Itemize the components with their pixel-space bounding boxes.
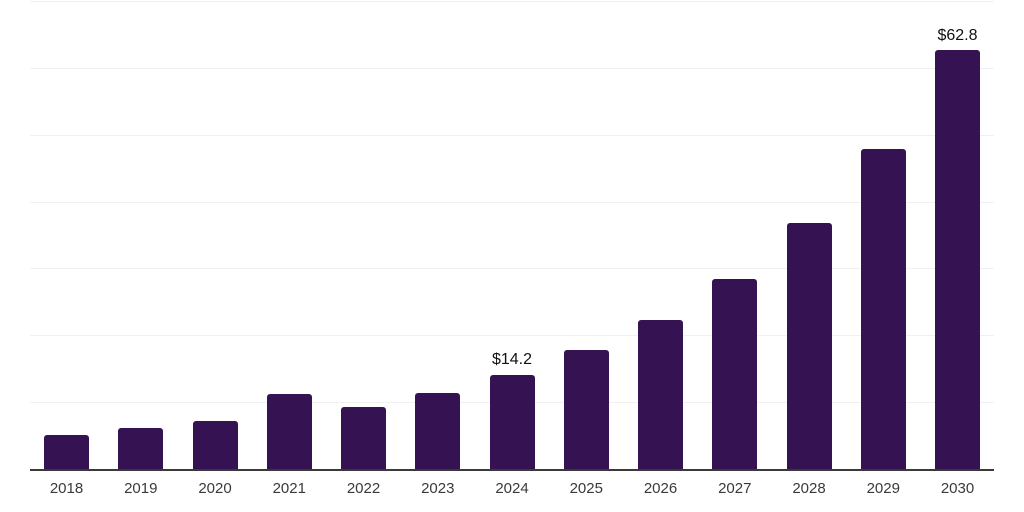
bar-column-2025: 2025 <box>563 2 609 497</box>
x-tick-label-2018: 2018 <box>49 480 84 497</box>
x-tick-label-2020: 2020 <box>198 480 232 497</box>
bar-2018 <box>44 435 89 470</box>
x-tick-label-2025: 2025 <box>569 480 603 497</box>
x-tick-label-2021: 2021 <box>272 480 306 497</box>
bar-2019 <box>118 427 164 470</box>
bar-2030 <box>935 50 980 470</box>
bars-layer: 2018 2019 2020 2021 2022 2023 $14.2 2024 2025 202… <box>30 2 994 497</box>
bar-column-2024: $14.2 2024 <box>489 2 535 497</box>
x-tick-label-2019: 2019 <box>124 480 158 497</box>
gridline-30 <box>30 268 994 270</box>
bar-2028 <box>786 222 832 470</box>
bar-2021 <box>266 394 312 470</box>
gridline-50 <box>30 134 994 136</box>
gridline-60 <box>30 67 994 69</box>
bar-column-2023: 2023 <box>415 2 461 497</box>
gridline-40 <box>30 201 994 203</box>
bar-column-2029: 2029 <box>860 2 906 497</box>
bar-2020 <box>192 421 238 470</box>
x-tick-label-2027: 2027 <box>718 480 752 497</box>
value-label-2030: $62.8 <box>937 26 978 44</box>
bar-2022 <box>341 407 386 470</box>
bar-column-2018: 2018 <box>44 2 89 497</box>
bar-column-2020: 2020 <box>192 2 238 497</box>
x-tick-label-2026: 2026 <box>643 480 678 497</box>
x-axis-line <box>30 469 994 471</box>
bar-column-2030: $62.8 2030 <box>935 2 980 497</box>
value-label-2024: $14.2 <box>491 351 533 369</box>
bar-column-2019: 2019 <box>118 2 164 497</box>
x-tick-label-2023: 2023 <box>421 480 455 497</box>
bar-2029 <box>860 149 906 470</box>
x-tick-label-2028: 2028 <box>792 480 826 497</box>
bar-column-2022: 2022 <box>341 2 386 497</box>
bar-column-2028: 2028 <box>786 2 832 497</box>
plot-area: 2018 2019 2020 2021 2022 2023 $14.2 2024 2025 202… <box>30 1 994 497</box>
bar-2025 <box>563 350 609 470</box>
x-tick-label-2029: 2029 <box>866 480 900 497</box>
x-tick-label-2030: 2030 <box>940 480 975 497</box>
x-tick-label-2024: 2024 <box>495 480 529 497</box>
bar-2027 <box>712 278 758 470</box>
bar-2024 <box>489 375 535 470</box>
gridline-20 <box>30 335 994 337</box>
x-tick-label-2022: 2022 <box>346 480 381 497</box>
bar-2023 <box>415 393 461 470</box>
bar-column-2021: 2021 <box>266 2 312 497</box>
gridline-70 <box>30 1 994 2</box>
bar-column-2026: 2026 <box>638 2 683 497</box>
bar-2026 <box>638 319 683 470</box>
bar-column-2027: 2027 <box>712 2 758 497</box>
